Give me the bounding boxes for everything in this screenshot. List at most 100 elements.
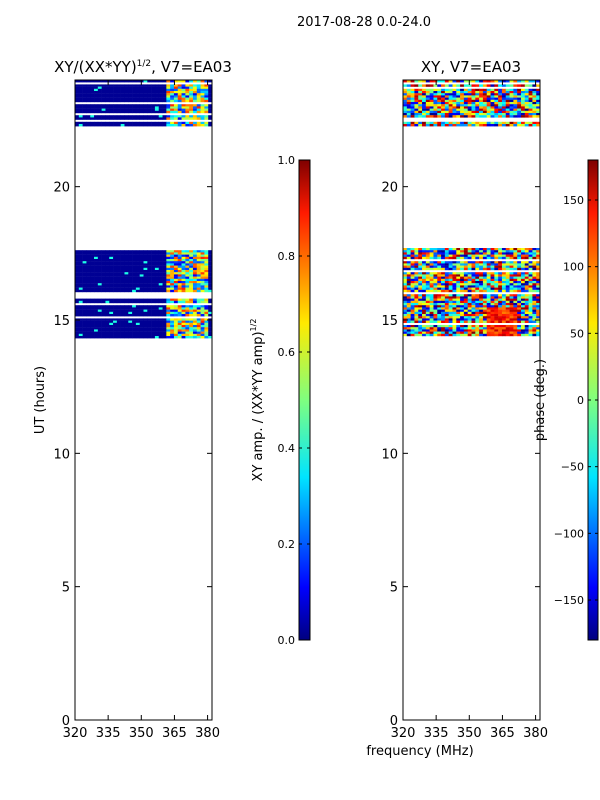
amp-cell	[173, 333, 179, 337]
phase-cell	[532, 250, 537, 253]
phase-cell	[422, 329, 427, 332]
amp-cell	[185, 318, 190, 321]
amp-cell	[113, 95, 118, 98]
phase-cell	[414, 110, 419, 114]
phase-cell	[433, 84, 438, 87]
amp-cell	[170, 274, 175, 277]
amp-cell	[82, 250, 87, 253]
phase-cell	[429, 316, 434, 319]
amp-cell	[135, 287, 140, 290]
phase-cell	[528, 278, 533, 282]
amp-cell	[147, 252, 152, 255]
amp-cell	[101, 300, 106, 304]
phase-cell	[471, 311, 476, 315]
phase-cell	[437, 318, 442, 321]
amp-cell	[143, 252, 148, 255]
phase-cell	[524, 108, 529, 111]
phase-cell	[513, 289, 518, 293]
phase-cell	[471, 95, 476, 98]
amp-cell	[200, 300, 205, 304]
phase-cell	[505, 316, 510, 319]
amp-cell	[90, 254, 95, 257]
amp-cell	[135, 254, 140, 257]
amp-cell	[200, 318, 205, 321]
phase-cell	[498, 316, 503, 319]
amp-cell	[158, 322, 163, 326]
phase-cell	[414, 305, 419, 308]
amp-cell	[143, 108, 148, 111]
amp-cell	[173, 285, 179, 288]
amp-cell	[177, 285, 182, 288]
amp-cell	[189, 115, 194, 118]
amp-cell	[170, 270, 175, 273]
amp-cell	[189, 88, 194, 92]
amp-cell	[166, 93, 171, 96]
amp-cell	[135, 311, 140, 315]
phase-cell	[494, 283, 499, 286]
amp-cell	[120, 110, 125, 114]
phase-cell	[498, 91, 503, 94]
amp-cell	[181, 336, 186, 339]
amp-cell	[158, 329, 163, 332]
phase-cell	[520, 311, 526, 315]
phase-cell	[452, 267, 457, 271]
phase-cell	[403, 285, 408, 288]
amp-cell	[151, 106, 156, 109]
amp-cell	[132, 300, 137, 304]
amp-cell	[139, 272, 144, 275]
phase-cell	[429, 274, 434, 277]
amp-cell	[101, 307, 106, 310]
phase-cell	[486, 256, 491, 260]
amp-cell	[132, 333, 137, 337]
phase-cell	[437, 325, 442, 328]
amp-cell	[105, 333, 110, 337]
amp-cell	[105, 307, 110, 310]
amp-cell	[170, 104, 175, 107]
phase-cell	[403, 88, 408, 92]
amp-cell	[139, 115, 144, 118]
amp-colorbar-tick-label: 0.2	[278, 538, 296, 551]
amp-cell	[173, 278, 179, 282]
amp-cell	[124, 300, 129, 304]
amp-cell	[86, 327, 91, 330]
phase-cell	[528, 267, 533, 271]
amp-cell	[109, 84, 114, 87]
phase-cell	[471, 276, 476, 279]
amp-cell	[170, 311, 175, 315]
amp-cell	[166, 305, 171, 308]
amp-cell	[154, 270, 160, 273]
phase-cell	[429, 309, 434, 312]
phase-cell	[494, 314, 499, 317]
amp-cell	[105, 263, 110, 266]
amp-cell	[181, 305, 186, 308]
phase-cell	[406, 93, 411, 96]
phase-cell	[406, 115, 411, 118]
amp-cell	[158, 276, 163, 279]
amp-cell	[154, 252, 160, 255]
amp-cell	[151, 281, 156, 284]
amp-cell	[124, 93, 129, 96]
phase-cell	[429, 113, 434, 116]
phase-cell	[452, 263, 457, 266]
phase-cell	[509, 305, 514, 308]
amp-cell	[94, 115, 99, 118]
amp-cell	[132, 80, 137, 83]
phase-cell	[406, 256, 411, 260]
amp-cell	[143, 272, 148, 275]
phase-cell	[433, 296, 438, 299]
phase-cell	[505, 95, 510, 98]
amp-cell	[189, 267, 194, 271]
phase-cell	[513, 265, 518, 268]
phase-cell	[501, 296, 507, 299]
amp-cell	[154, 263, 160, 266]
amp-cell	[132, 325, 137, 328]
phase-cell	[471, 252, 476, 255]
amp-cell	[185, 88, 190, 92]
amp-cell	[192, 110, 198, 114]
amp-cell	[204, 287, 209, 290]
amp-cell	[116, 254, 121, 257]
phase-cell	[520, 327, 526, 330]
amp-cell	[128, 336, 133, 339]
phase-cell	[425, 256, 430, 260]
amp-cell	[173, 281, 179, 284]
